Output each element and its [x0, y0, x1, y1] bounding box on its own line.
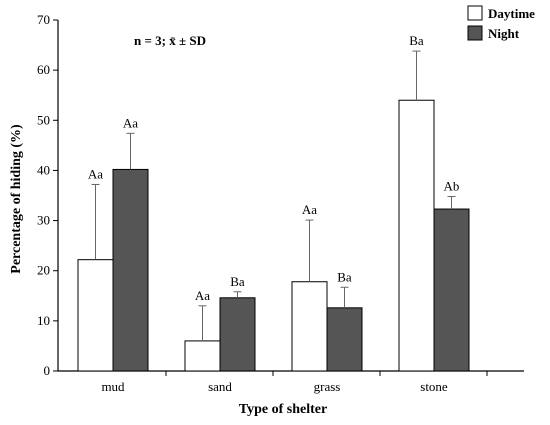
legend-swatch-night — [467, 25, 483, 41]
legend-label-night: Night — [488, 26, 520, 41]
y-tick-label: 60 — [37, 62, 50, 77]
significance-label: Aa — [195, 288, 210, 303]
y-tick-label: 70 — [37, 12, 50, 27]
significance-label: Ba — [409, 33, 424, 48]
y-tick-label: 40 — [37, 162, 50, 177]
legend-swatch-daytime — [467, 5, 483, 21]
y-tick-label: 20 — [37, 263, 50, 278]
legend-label-daytime: Daytime — [488, 6, 535, 21]
bar-daytime — [184, 340, 221, 372]
y-tick-label: 10 — [37, 313, 50, 328]
sample-size-annotation: n = 3; x̄ ± SD — [134, 33, 206, 48]
x-tick-label: sand — [208, 379, 232, 394]
x-tick-label: mud — [101, 379, 125, 394]
y-tick-label: 30 — [37, 213, 50, 228]
significance-label: Aa — [123, 115, 138, 130]
bar-night — [112, 168, 149, 372]
y-tick-label: 0 — [44, 363, 51, 378]
plot-area: 0 10 20 30 40 50 60 70 mud sand grass stone Aa Aa Aa Ba… — [37, 12, 524, 394]
bar-night — [326, 307, 363, 372]
y-tick-label: 50 — [37, 112, 50, 127]
x-tick-label: grass — [314, 379, 341, 394]
significance-label: Ab — [444, 179, 460, 194]
bar-daytime — [398, 99, 435, 372]
x-tick-label: stone — [420, 379, 448, 394]
bar-night — [219, 297, 256, 372]
significance-label: Ba — [337, 269, 352, 284]
bar-daytime — [77, 259, 114, 372]
significance-label: Aa — [302, 202, 317, 217]
y-axis-title: Percentage of hiding (%) — [9, 124, 24, 274]
significance-label: Aa — [88, 166, 103, 181]
x-axis-title: Type of shelter — [239, 402, 327, 417]
legend: Daytime Night — [467, 5, 535, 41]
bar-night — [433, 208, 470, 372]
significance-label: Ba — [230, 274, 245, 289]
bar-daytime — [291, 281, 328, 372]
